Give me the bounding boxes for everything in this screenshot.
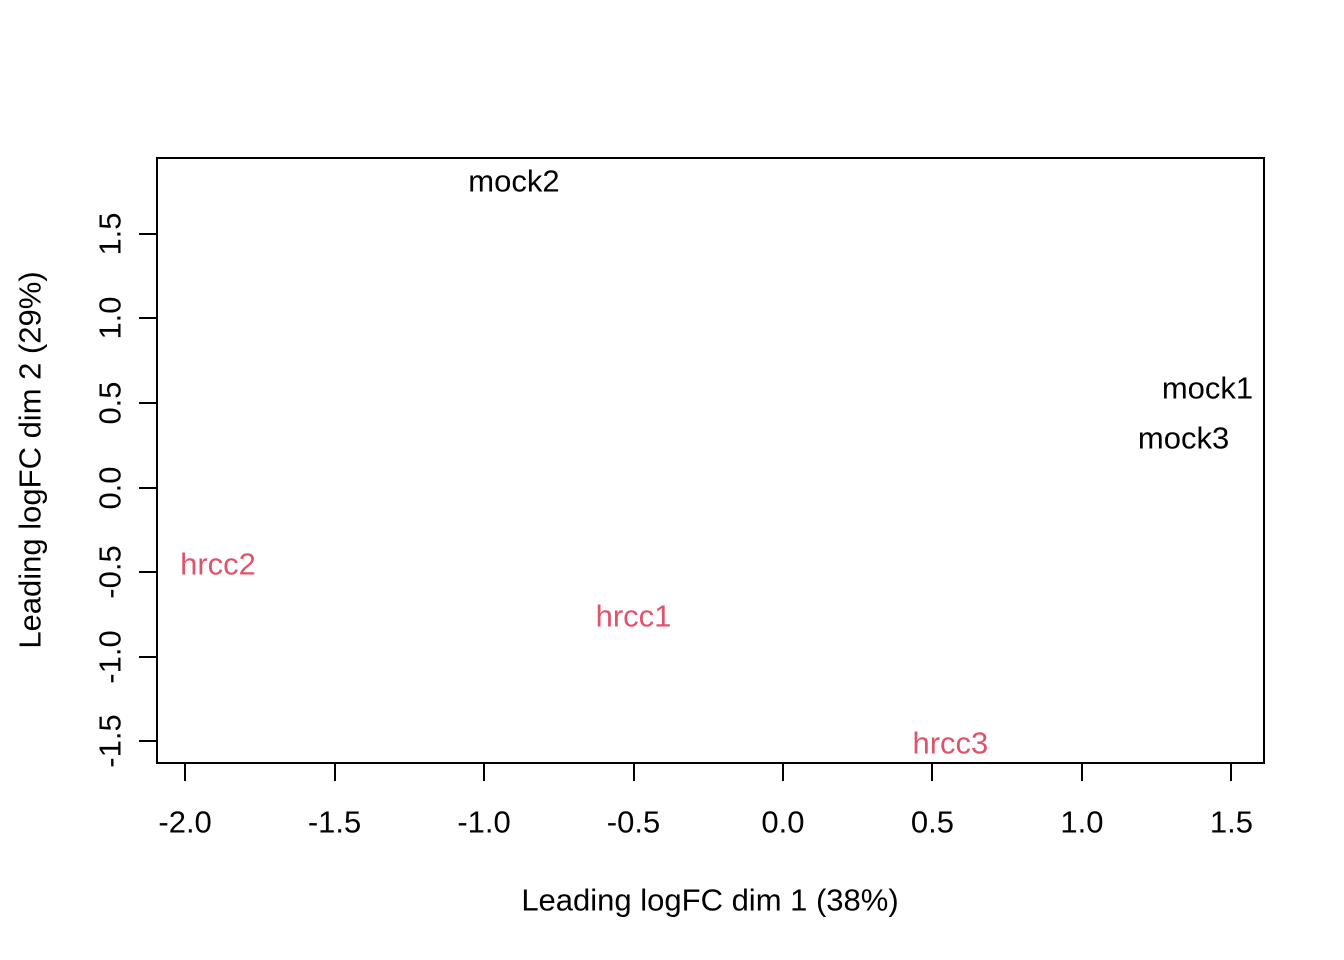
y-axis-tick — [139, 401, 156, 404]
x-axis-tick-label: -2.0 — [158, 804, 212, 840]
x-axis-tick — [1080, 764, 1083, 781]
y-axis-tick — [139, 740, 156, 743]
sample-label-hrcc2: hrcc2 — [180, 546, 256, 582]
y-axis-tick — [139, 232, 156, 235]
y-axis-tick-label: -1.0 — [92, 630, 128, 684]
sample-label-hrcc1: hrcc1 — [595, 598, 672, 634]
sample-label-hrcc3: hrcc3 — [912, 725, 989, 761]
x-axis-tick-label: 1.5 — [1209, 804, 1253, 840]
x-axis-tick — [184, 764, 187, 781]
y-axis-tick-label: -1.5 — [92, 714, 128, 769]
x-axis-title: Leading logFC dim 1 (38%) — [521, 882, 899, 918]
x-axis-tick — [632, 764, 635, 781]
x-axis-tick-label: 0.0 — [761, 804, 805, 840]
y-axis-title: Leading logFC dim 2 (29%) — [12, 271, 48, 649]
x-axis-tick — [483, 764, 486, 781]
y-axis-tick-label: 0.5 — [92, 381, 128, 425]
x-axis-tick-label: -1.5 — [307, 804, 362, 840]
x-axis-tick-label: 1.0 — [1060, 804, 1104, 840]
y-axis-tick-label: 1.5 — [92, 211, 128, 256]
y-axis-tick — [139, 571, 156, 574]
y-axis-tick — [139, 486, 156, 489]
y-axis-tick — [139, 655, 156, 658]
y-axis-tick-label: -0.5 — [92, 545, 128, 599]
y-axis-tick-label: 0.0 — [92, 465, 128, 510]
x-axis-tick — [333, 764, 336, 781]
x-axis-tick-label: 0.5 — [910, 804, 955, 840]
sample-label-mock2: mock2 — [468, 163, 560, 199]
plot-area-box — [156, 157, 1265, 764]
sample-label-mock1: mock1 — [1161, 370, 1254, 406]
x-axis-tick — [781, 764, 784, 781]
x-axis-tick — [931, 764, 934, 781]
x-axis-tick — [1230, 764, 1233, 781]
sample-label-mock3: mock3 — [1137, 420, 1230, 456]
x-axis-tick-label: -1.0 — [457, 804, 511, 840]
x-axis-tick-label: -0.5 — [606, 804, 661, 840]
y-axis-tick-label: 1.0 — [92, 296, 128, 340]
y-axis-tick — [139, 317, 156, 320]
